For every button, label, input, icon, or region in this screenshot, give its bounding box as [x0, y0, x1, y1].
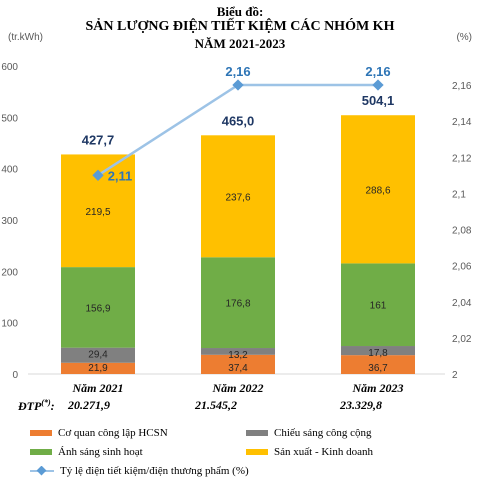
legend-item-ty-le: Tỷ lệ điện tiết kiệm/điện thương phẩm (%… [30, 465, 249, 477]
chart-subtitle: NĂM 2021-2023 [194, 36, 286, 51]
dtp-value-2022: 21.545,2 [195, 398, 237, 412]
left-axis-unit: (tr.kWh) [8, 32, 43, 43]
y2-tick-label: 2,14 [452, 117, 472, 128]
total-value-label: 504,1 [362, 93, 395, 108]
legend-label: Tỷ lệ điện tiết kiệm/điện thương phẩm (%… [60, 465, 249, 477]
legend-item-chieu-sang: Chiếu sáng công cộng [246, 427, 371, 439]
bar-segment [61, 347, 135, 363]
y-tick-label: 300 [1, 216, 18, 227]
y-tick-label: 400 [1, 165, 18, 176]
bar-value-label: 219,5 [85, 207, 110, 218]
rate-point [372, 79, 384, 91]
y-tick-label: 200 [1, 267, 18, 278]
legend-swatch [30, 430, 52, 437]
total-value-label: 427,7 [82, 132, 115, 147]
bar-value-label: 176,8 [225, 299, 250, 310]
bar-value-label: 161 [370, 301, 387, 312]
bar-value-label: 21,9 [88, 363, 108, 374]
legend-swatch [30, 449, 52, 456]
bar-value-label: 13,2 [228, 350, 248, 361]
bar-value-label: 29,4 [88, 350, 108, 361]
legend-label: Cơ quan công lập HCSN [58, 427, 168, 439]
bar-value-label: 36,7 [368, 363, 388, 374]
bar-segment [201, 257, 275, 349]
bar-value-label: 288,6 [365, 185, 390, 196]
y2-tick-label: 2,16 [452, 81, 472, 92]
bar-segment [341, 346, 415, 356]
x-tick-label: Năm 2022 [212, 381, 264, 395]
bar-segment [201, 135, 275, 258]
y2-tick-label: 2,02 [452, 334, 472, 345]
bar-segment [341, 355, 415, 374]
legend-line-swatch [30, 466, 54, 476]
legend-item-co-quan: Cơ quan công lập HCSN [30, 427, 168, 439]
y-tick-label: 500 [1, 113, 18, 124]
y2-tick-label: 2,06 [452, 262, 472, 273]
total-value-label: 465,0 [222, 113, 255, 128]
x-tick-label: Năm 2021 [72, 381, 124, 395]
legend-item-anh-sang: Ánh sáng sinh hoạt [30, 446, 143, 458]
y2-tick-label: 2,08 [452, 226, 472, 237]
y-tick-label: 100 [1, 319, 18, 330]
y2-tick-label: 2,12 [452, 153, 472, 164]
y-tick-label: 0 [12, 370, 18, 381]
dtp-label: ĐTP(*): [18, 398, 55, 413]
bar-segment [61, 267, 135, 348]
rate-value-label: 2,11 [108, 168, 133, 183]
y2-tick-label: 2 [452, 370, 458, 381]
legend-label: Ánh sáng sinh hoạt [58, 446, 143, 458]
bar-segment [61, 362, 135, 374]
rate-value-label: 2,16 [365, 64, 390, 79]
bar-segment [201, 354, 275, 374]
bar-segment [341, 115, 415, 264]
dtp-value-2023: 23.329,8 [340, 398, 382, 412]
bar-value-label: 156,9 [85, 303, 110, 314]
bar-segment [201, 348, 275, 355]
right-axis-unit: (%) [456, 32, 472, 43]
y2-tick-label: 2,04 [452, 298, 472, 309]
dtp-value-2021: 20.271,9 [68, 398, 110, 412]
x-tick-label: Năm 2023 [352, 381, 404, 395]
bar-value-label: 17,8 [368, 348, 388, 359]
legend-label: Sản xuất - Kinh doanh [274, 446, 373, 458]
y-tick-label: 600 [1, 62, 18, 73]
bar-value-label: 37,4 [228, 363, 248, 374]
legend-label: Chiếu sáng công cộng [274, 427, 372, 439]
bar-segment [341, 263, 415, 347]
legend-item-san-xuat: Sản xuất - Kinh doanh [246, 446, 373, 458]
bar-value-label: 237,6 [225, 192, 250, 203]
y2-tick-label: 2,1 [452, 189, 466, 200]
chart-title: SẢN LƯỢNG ĐIỆN TIẾT KIỆM CÁC NHÓM KH [85, 19, 395, 34]
legend-swatch [246, 449, 268, 456]
rate-value-label: 2,16 [225, 64, 250, 79]
chart-title-prefix: Biểu đồ: [216, 4, 264, 19]
legend-swatch [246, 430, 268, 437]
